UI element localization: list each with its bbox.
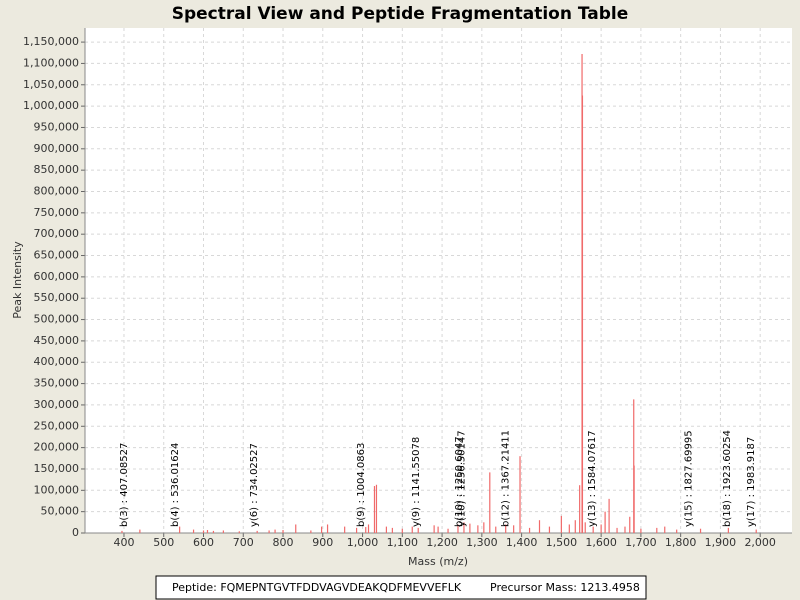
fragment-label: b(12) : 1367.21411	[501, 430, 512, 527]
y-tick-label: 950,000	[34, 120, 80, 133]
x-tick-label: 1,000	[347, 536, 379, 549]
fragment-label: y(6) : 734.02527	[249, 443, 260, 527]
fragment-label: y(13) : 1584.07617	[587, 430, 598, 527]
x-axis-label: Mass (m/z)	[408, 555, 468, 568]
y-tick-label: 800,000	[34, 184, 80, 197]
y-axis-label: Peak Intensity	[11, 241, 24, 319]
y-tick-label: 750,000	[34, 206, 80, 219]
peptide: Peptide: FQMEPNTGVTFDDVAGVDEAKQDFMEVVEFL…	[172, 581, 462, 594]
y-tick-label: 1,050,000	[23, 78, 79, 91]
fragment-label: b(4) : 536.01624	[170, 443, 181, 527]
y-tick-label: 500,000	[34, 313, 80, 326]
y-tick-label: 1,100,000	[23, 56, 79, 69]
y-tick-label: 100,000	[34, 483, 80, 496]
y-tick-label: 700,000	[34, 227, 80, 240]
x-tick-label: 900	[312, 536, 333, 549]
y-tick-label: 1,150,000	[23, 35, 79, 48]
fragment-label: b(9) : 1004.0863	[356, 443, 367, 527]
x-tick-label: 1,700	[625, 536, 657, 549]
fragment-label: y(10) : 1256.50147	[457, 430, 468, 527]
precursor-mass: Precursor Mass: 1213.4958	[490, 581, 640, 594]
y-tick-label: 600,000	[34, 270, 80, 283]
fragment-label: b(18) : 1923.60254	[722, 430, 733, 527]
y-tick-label: 850,000	[34, 163, 80, 176]
x-tick-label: 600	[193, 536, 214, 549]
x-tick-label: 2,000	[744, 536, 776, 549]
y-tick-label: 1,000,000	[23, 99, 79, 112]
x-tick-label: 1,500	[546, 536, 578, 549]
x-tick-label: 700	[233, 536, 254, 549]
y-tick-label: 550,000	[34, 291, 80, 304]
y-tick-label: 250,000	[34, 419, 80, 432]
fragment-label: b(10) : 1250.6047	[454, 436, 465, 527]
y-tick-label: 0	[72, 526, 79, 539]
y-tick-label: 200,000	[34, 441, 80, 454]
x-tick-label: 400	[113, 536, 134, 549]
x-tick-label: 800	[273, 536, 294, 549]
y-tick-label: 900,000	[34, 142, 80, 155]
y-tick-label: 400,000	[34, 355, 80, 368]
chart-title: Spectral View and Peptide Fragmentation …	[172, 4, 629, 24]
footer-box	[155, 575, 647, 600]
y-tick-label: 300,000	[34, 398, 80, 411]
x-tick-label: 1,600	[585, 536, 617, 549]
x-tick-label: 1,200	[426, 536, 458, 549]
x-tick-label: 1,100	[387, 536, 419, 549]
fragment-label: y(9) : 1141.55078	[411, 437, 422, 527]
x-tick-label: 500	[153, 536, 174, 549]
fragment-label: y(17) : 1983.9187	[746, 437, 757, 527]
y-tick-label: 450,000	[34, 334, 80, 347]
x-tick-label: 1,300	[466, 536, 498, 549]
y-tick-label: 150,000	[34, 462, 80, 475]
x-tick-label: 1,900	[705, 536, 737, 549]
x-tick-label: 1,400	[506, 536, 538, 549]
y-tick-label: 50,000	[41, 505, 80, 518]
fragment-label: y(15) : 1827.69995	[684, 430, 695, 527]
x-tick-label: 1,800	[665, 536, 697, 549]
fragment-label: b(3) : 407.08527	[119, 443, 130, 527]
y-tick-label: 650,000	[34, 249, 80, 262]
plot-area	[85, 28, 792, 533]
y-tick-label: 350,000	[34, 377, 80, 390]
